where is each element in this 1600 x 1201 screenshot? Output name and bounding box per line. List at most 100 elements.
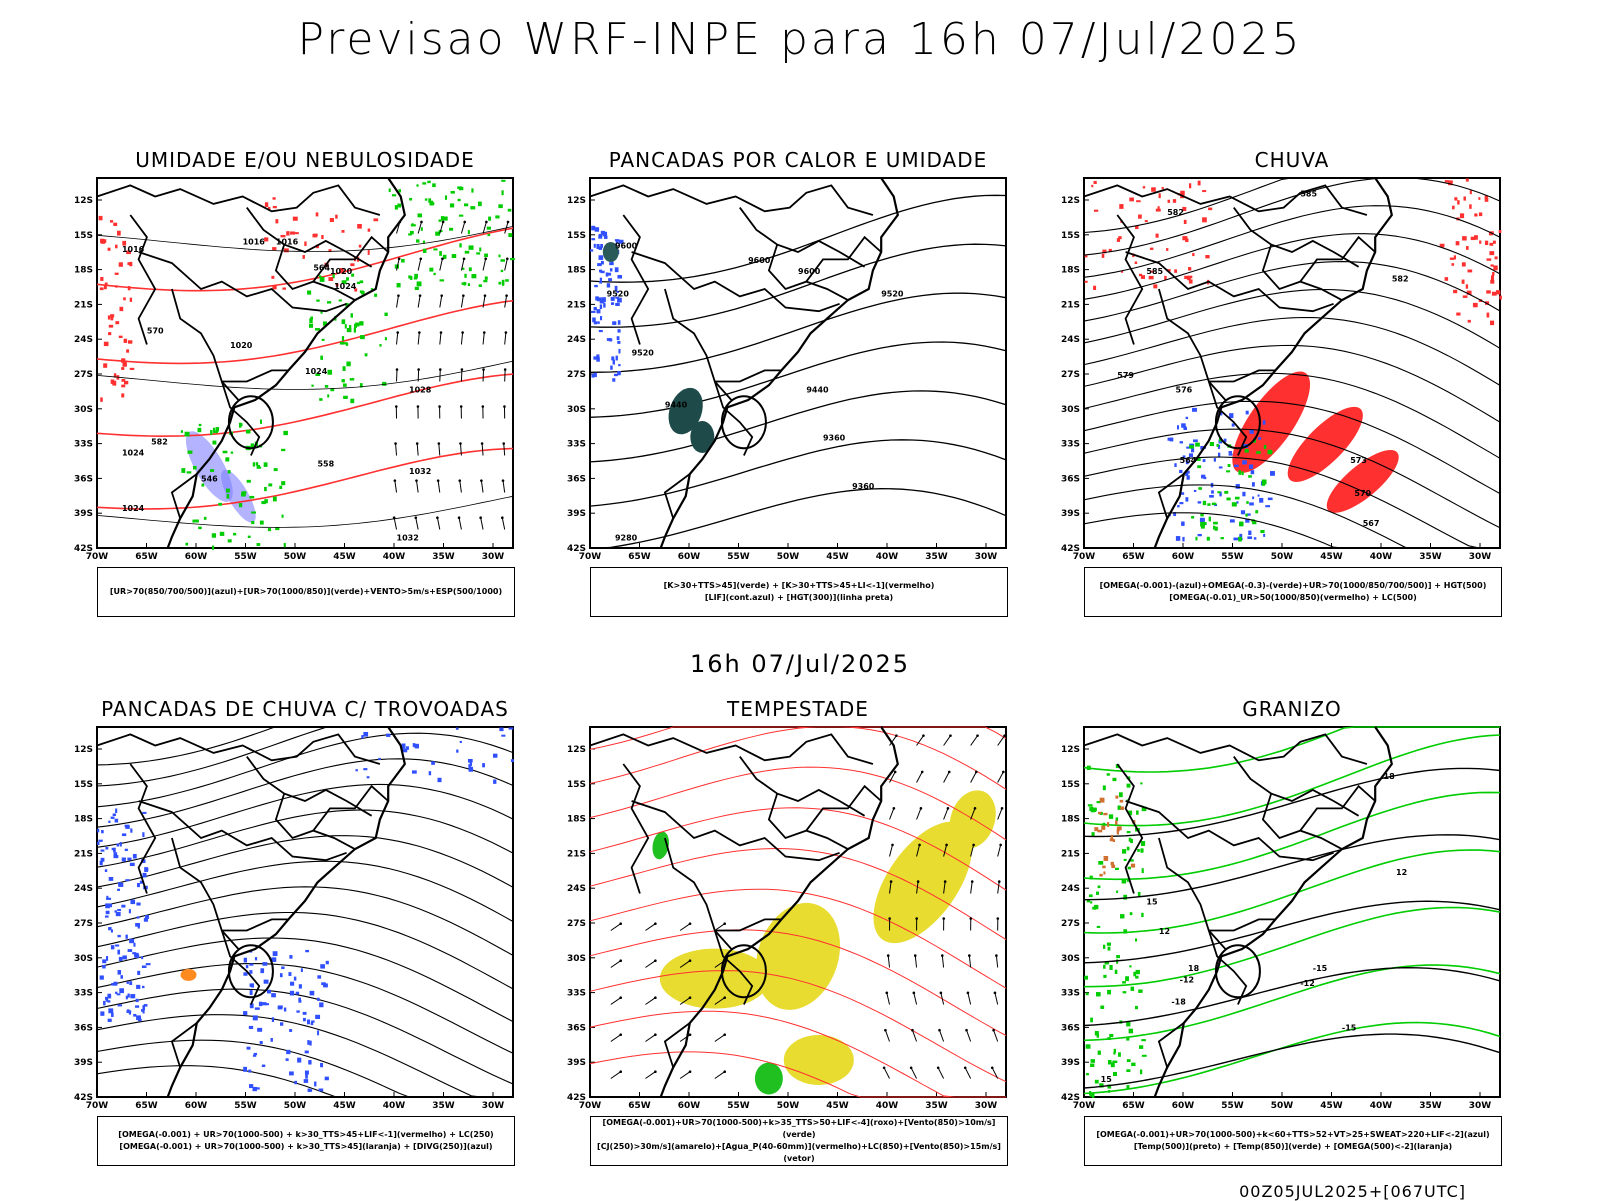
lif-blue — [617, 336, 620, 340]
height-contour-500 — [1084, 178, 1500, 255]
divergence-blue — [296, 992, 299, 995]
wind-vector-850 — [893, 807, 896, 810]
divergence-blue — [125, 825, 130, 827]
thickness-red — [293, 217, 298, 221]
wind-vector-850 — [947, 807, 950, 810]
temp-850-green — [1097, 926, 1100, 928]
humidity-green — [445, 195, 447, 199]
contour-label: 9520 — [632, 349, 655, 358]
humidity-green — [226, 489, 230, 493]
wind-vector — [415, 479, 418, 482]
contour-label: 1020 — [230, 341, 253, 350]
thunder-orange — [181, 969, 197, 981]
humidity-green — [385, 337, 387, 340]
temp-850-green — [1088, 804, 1093, 806]
divergence-blue — [386, 734, 390, 737]
temp-850-green — [1130, 839, 1133, 843]
temp-850-green — [1098, 1051, 1101, 1055]
humidity-green — [279, 486, 282, 489]
temp-850-green — [1130, 912, 1133, 915]
divergence-blue — [117, 950, 120, 955]
lat-tick-label: 24S — [567, 884, 586, 894]
state-border — [97, 185, 380, 215]
lif-blue — [599, 246, 603, 250]
streamline-850 — [590, 727, 1006, 749]
temp-850-green — [1135, 1006, 1138, 1009]
humidity-green — [188, 451, 193, 454]
thickness-red — [113, 223, 117, 226]
rain-red — [1156, 234, 1159, 238]
divergence-blue — [319, 1002, 323, 1007]
lon-tick-label: 60W — [678, 1101, 701, 1111]
divergence-blue — [144, 918, 148, 922]
humidity-green — [307, 291, 311, 295]
lat-tick-label: 12S — [1061, 196, 1080, 206]
humidity-green — [430, 201, 434, 206]
wind-green-area — [755, 1063, 783, 1095]
temp-850-green — [1120, 914, 1124, 918]
rain-red — [1139, 274, 1142, 276]
rain-red — [1202, 217, 1207, 222]
wind-vector — [418, 331, 421, 334]
rain-green — [1252, 521, 1256, 524]
wind-vector — [394, 518, 396, 530]
wind-vector-850 — [976, 734, 979, 737]
humidity-green — [228, 539, 232, 542]
humidity-green — [414, 277, 417, 279]
temp-850-green — [1115, 970, 1118, 974]
rain-blue — [1209, 495, 1214, 498]
contour-label: 1016 — [122, 245, 145, 254]
wind-vector — [507, 221, 510, 224]
rain-blue — [1254, 537, 1257, 539]
contour-label: -15 — [1342, 1023, 1357, 1032]
humidity-green — [309, 324, 313, 328]
temp-850-green — [1119, 792, 1123, 797]
lat-tick-label: 21S — [567, 300, 586, 310]
wind-vector-850 — [969, 917, 972, 920]
temp-850-green — [1098, 886, 1101, 889]
divergence-blue — [108, 927, 111, 930]
state-border — [665, 289, 732, 400]
humidity-green — [346, 277, 349, 280]
lif-blue — [600, 278, 602, 282]
rain-red — [1091, 185, 1093, 187]
divergence-blue — [303, 1018, 306, 1021]
rain-red — [1491, 275, 1494, 280]
temp-850-green — [1092, 907, 1096, 910]
humidity-green — [273, 497, 277, 502]
wind-vector — [479, 516, 482, 519]
wind-vector-850 — [967, 992, 970, 995]
humidity-green — [316, 299, 319, 301]
lat-tick-label: 15S — [1061, 231, 1080, 241]
divergence-blue — [117, 993, 121, 995]
lon-tick-label: 70W — [579, 1101, 602, 1111]
wind-vector — [442, 221, 445, 224]
temp-850-green — [1142, 1055, 1147, 1057]
rain-red — [1485, 241, 1488, 245]
rain-red — [1450, 258, 1455, 260]
divergence-blue — [305, 1074, 308, 1079]
rain-red — [1093, 286, 1096, 290]
wind-vector-850 — [911, 1029, 914, 1032]
omega-orange — [1107, 822, 1109, 827]
divergence-blue — [308, 1060, 311, 1065]
wind-vector-850 — [887, 954, 890, 957]
rain-green — [1248, 475, 1252, 478]
wind-vector-850 — [998, 882, 1000, 894]
divergence-blue — [243, 1067, 247, 1072]
rain-red — [1468, 270, 1473, 273]
lif-blue — [600, 304, 602, 309]
thickness-red — [100, 287, 104, 290]
humidity-green — [379, 344, 381, 346]
divergence-blue — [108, 821, 110, 823]
contour-label: 1024 — [122, 449, 145, 458]
divergence-blue — [142, 965, 147, 967]
humidity-green — [241, 492, 246, 496]
wind-vector-850 — [944, 880, 947, 883]
temp-850-green — [1090, 876, 1093, 880]
divergence-blue — [108, 1008, 113, 1013]
lif-blue — [612, 378, 615, 382]
state-border — [247, 208, 372, 267]
humidity-green — [246, 430, 251, 434]
thickness-red — [271, 276, 274, 279]
